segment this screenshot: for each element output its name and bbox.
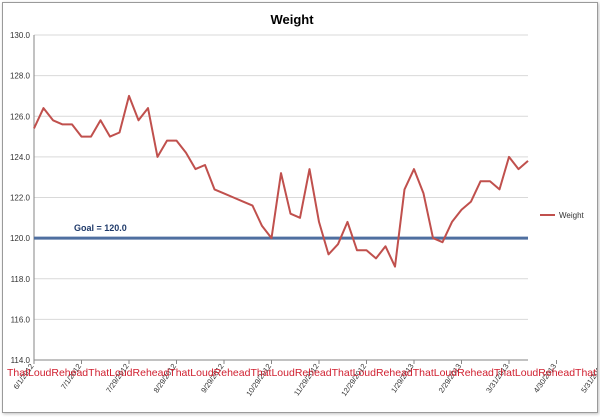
y-tick-label: 118.0 xyxy=(11,275,31,284)
legend-label-weight: Weight xyxy=(559,211,585,220)
gridlines xyxy=(34,34,528,361)
axes xyxy=(33,35,557,364)
y-tick-label: 122.0 xyxy=(10,194,31,203)
weight-line-chart: Weight 130.0 128.0 126.0 124.0 122.0 120.0 118… xyxy=(7,12,600,398)
series-group xyxy=(33,94,529,268)
y-tick-label: 126.0 xyxy=(10,112,31,121)
y-tick-label: 130.0 xyxy=(10,31,31,40)
y-tick-label: 128.0 xyxy=(10,72,31,81)
y-tick-label: 124.0 xyxy=(10,153,31,162)
y-axis-tick-labels: 130.0 128.0 126.0 124.0 122.0 120.0 118.0 116.0… xyxy=(10,31,31,365)
y-tick-label: 116.0 xyxy=(11,315,31,324)
goal-label: Goal = 120.0 xyxy=(74,223,127,233)
y-tick-label: 114.0 xyxy=(11,356,31,365)
series-line-weight xyxy=(33,94,529,268)
watermark-text: ThatLoudReheadThatLoudReheadThatLoudRehe… xyxy=(7,367,597,379)
chart-title: Weight xyxy=(270,12,314,27)
y-tick-label: 120.0 xyxy=(10,234,31,243)
legend: Weight xyxy=(540,211,585,220)
goal-group: Goal = 120.0 xyxy=(34,223,528,240)
